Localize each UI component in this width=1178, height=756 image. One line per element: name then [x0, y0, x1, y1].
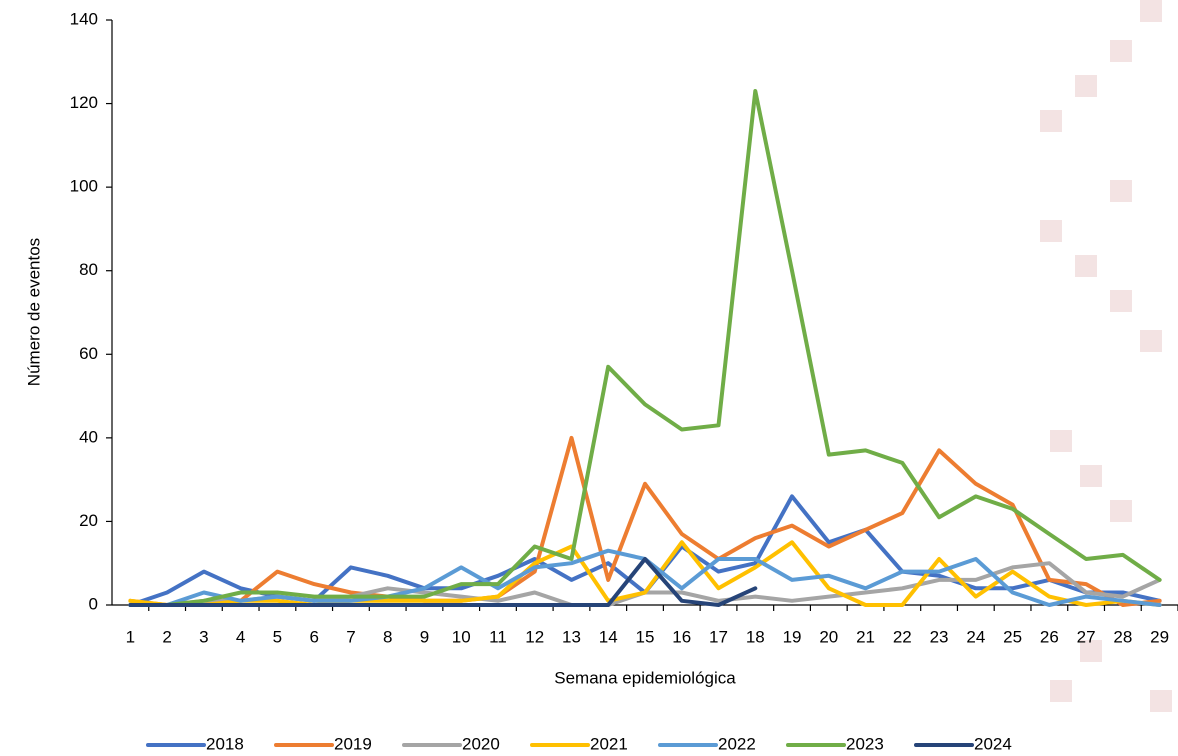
x-tick-label: 21 [856, 627, 875, 646]
y-tick-label: 100 [70, 177, 98, 196]
x-tick-label: 25 [1003, 627, 1022, 646]
legend-label: 2023 [846, 734, 884, 753]
x-tick-label: 20 [819, 627, 838, 646]
series-line [130, 438, 1159, 605]
y-tick-label: 60 [79, 344, 98, 363]
legend-label: 2021 [590, 734, 628, 753]
legend-label: 2019 [334, 734, 372, 753]
x-axis-title: Semana epidemiológica [554, 668, 736, 687]
x-tick-label: 19 [783, 627, 802, 646]
x-tick-label: 17 [709, 627, 728, 646]
legend-label: 2024 [974, 734, 1012, 753]
x-tick-label: 9 [420, 627, 429, 646]
x-tick-label: 29 [1150, 627, 1169, 646]
x-tick-label: 4 [236, 627, 245, 646]
series-line [130, 91, 1159, 605]
x-tick-label: 14 [599, 627, 618, 646]
y-tick-label: 40 [79, 427, 98, 446]
y-tick-label: 120 [70, 93, 98, 112]
y-tick-label: 80 [79, 260, 98, 279]
legend-label: 2022 [718, 734, 756, 753]
x-tick-label: 7 [346, 627, 355, 646]
legend-label: 2020 [462, 734, 500, 753]
y-tick-label: 0 [89, 594, 98, 613]
y-tick-label: 20 [79, 511, 98, 530]
x-tick-label: 28 [1113, 627, 1132, 646]
y-tick-label: 140 [70, 9, 98, 28]
x-tick-label: 18 [746, 627, 765, 646]
x-tick-label: 10 [452, 627, 471, 646]
x-tick-label: 3 [199, 627, 208, 646]
legend-label: 2018 [206, 734, 244, 753]
x-tick-label: 22 [893, 627, 912, 646]
x-tick-label: 13 [562, 627, 581, 646]
x-tick-label: 5 [273, 627, 282, 646]
x-tick-label: 26 [1040, 627, 1059, 646]
x-tick-label: 23 [930, 627, 949, 646]
x-tick-label: 1 [126, 627, 135, 646]
x-tick-label: 6 [309, 627, 318, 646]
chart: Número de eventos Semana epidemiológica … [0, 0, 1178, 756]
x-tick-label: 2 [162, 627, 171, 646]
x-tick-label: 8 [383, 627, 392, 646]
series-line [130, 496, 1159, 605]
x-tick-label: 12 [525, 627, 544, 646]
x-tick-label: 11 [489, 627, 507, 646]
x-tick-label: 15 [636, 627, 655, 646]
x-tick-label: 27 [1077, 627, 1096, 646]
y-axis-title: Número de eventos [24, 238, 43, 386]
x-tick-label: 24 [966, 627, 985, 646]
x-tick-label: 16 [672, 627, 691, 646]
